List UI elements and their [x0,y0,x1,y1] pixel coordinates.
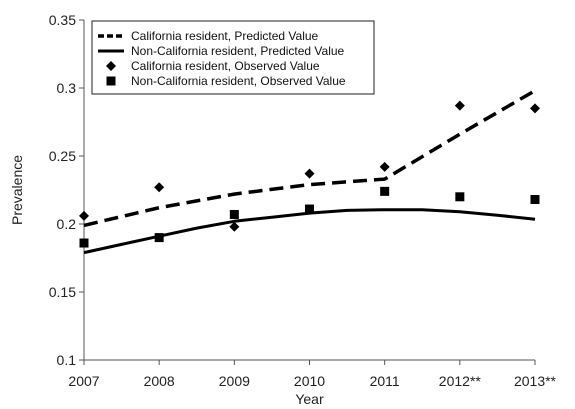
series-3 [79,186,540,248]
legend-diamond-swatch [106,61,116,71]
axes: 0.1 0.15 0.2 0.25 0.3 0.35 2007 2008 2009 2010 201… [49,12,557,389]
x-tick-label: 2007 [68,373,99,389]
series-layer [79,89,540,255]
x-tick-label: 2008 [144,373,175,389]
non-california-observed-point [229,209,239,219]
x-tick-label: 2012** [439,373,482,389]
y-tick-label: 0.15 [49,284,76,300]
y-tick-label: 0.3 [57,80,77,96]
legend-square-swatch [106,76,116,86]
y-tick-label: 0.1 [57,352,77,368]
series-1 [83,208,536,255]
legend-box [91,20,375,95]
california-observed-point [79,210,89,221]
non-california-observed-point [530,195,540,205]
california-observed-point [154,182,165,193]
y-axis-title: Prevalence [9,155,25,225]
x-axis-title: Year [295,391,324,407]
x-tick-label: 2013** [514,373,557,389]
x-tick-label: 2010 [294,373,325,389]
non-california-observed-point [380,186,390,196]
legend-label: California resident, Observed Value [131,59,320,73]
y-tick-label: 0.2 [57,216,77,232]
california-observed-point [454,100,465,111]
y-tick-label: 0.35 [49,12,76,28]
y-tick-label: 0.25 [49,148,76,164]
non-california-predicted-line [83,208,536,255]
legend-label: Non-California resident, Predicted Value [131,44,345,58]
california-observed-point [229,221,240,232]
non-california-observed-point [154,233,164,243]
legend-label: California resident, Predicted Value [131,29,319,43]
legend: California resident, Predicted ValueNon-… [91,20,375,95]
x-tick-label: 2009 [219,373,250,389]
non-california-observed-point [79,238,89,248]
x-tick-label: 2011 [370,373,400,389]
non-california-observed-point [305,204,314,214]
non-california-observed-point [455,192,465,202]
series-2 [79,100,540,232]
california-observed-point [379,161,390,172]
california-observed-point [304,168,315,179]
legend-label: Non-California resident, Observed Value [131,74,346,88]
california-observed-point [530,103,540,114]
